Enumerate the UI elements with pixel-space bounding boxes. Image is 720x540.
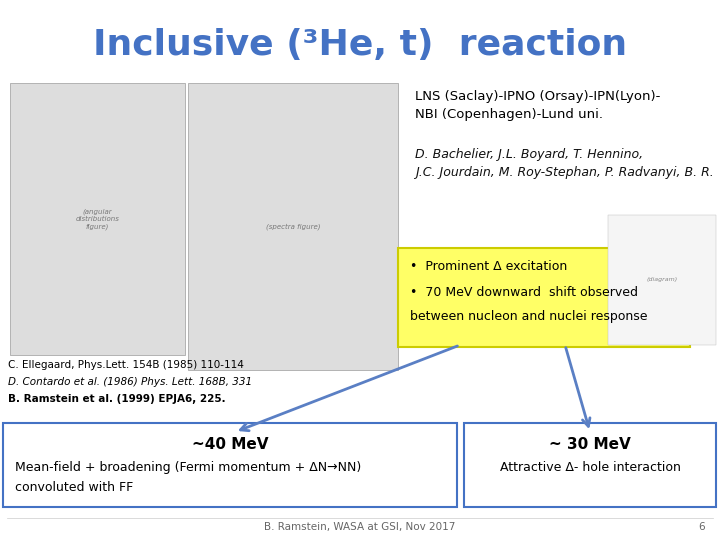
Text: (angular
distributions
figure): (angular distributions figure) bbox=[76, 208, 120, 230]
Text: Mean-field + broadening (Fermi momentum + ΔN→NN): Mean-field + broadening (Fermi momentum … bbox=[15, 461, 361, 474]
Text: •  70 MeV downward  shift observed: • 70 MeV downward shift observed bbox=[410, 286, 638, 299]
FancyBboxPatch shape bbox=[464, 423, 716, 507]
Text: (diagram): (diagram) bbox=[647, 278, 678, 282]
Text: D. Contardo et al. (1986) Phys. Lett. 168B, 331: D. Contardo et al. (1986) Phys. Lett. 16… bbox=[8, 377, 252, 387]
Text: B. Ramstein, WASA at GSI, Nov 2017: B. Ramstein, WASA at GSI, Nov 2017 bbox=[264, 522, 456, 532]
Text: ~40 MeV: ~40 MeV bbox=[192, 437, 269, 452]
FancyBboxPatch shape bbox=[188, 83, 398, 370]
Text: ~ 30 MeV: ~ 30 MeV bbox=[549, 437, 631, 452]
Text: C. Ellegaard, Phys.Lett. 154B (1985) 110-114: C. Ellegaard, Phys.Lett. 154B (1985) 110… bbox=[8, 360, 244, 370]
FancyBboxPatch shape bbox=[10, 83, 185, 355]
Text: (spectra figure): (spectra figure) bbox=[266, 223, 320, 230]
Text: convoluted with FF: convoluted with FF bbox=[15, 481, 133, 494]
Text: Inclusive (³He, t)  reaction: Inclusive (³He, t) reaction bbox=[93, 28, 627, 62]
FancyBboxPatch shape bbox=[608, 215, 716, 345]
Text: D. Bachelier, J.L. Boyard, T. Hennino,
J.C. Jourdain, M. Roy-Stephan, P. Radvany: D. Bachelier, J.L. Boyard, T. Hennino, J… bbox=[415, 148, 714, 179]
Text: LNS (Saclay)-IPNO (Orsay)-IPN(Lyon)-
NBI (Copenhagen)-Lund uni.: LNS (Saclay)-IPNO (Orsay)-IPN(Lyon)- NBI… bbox=[415, 90, 660, 121]
Text: B. Ramstein et al. (1999) EPJA6, 225.: B. Ramstein et al. (1999) EPJA6, 225. bbox=[8, 394, 225, 404]
FancyBboxPatch shape bbox=[398, 248, 690, 347]
Text: between nucleon and nuclei response: between nucleon and nuclei response bbox=[410, 310, 647, 323]
FancyBboxPatch shape bbox=[3, 423, 457, 507]
Text: •  Prominent Δ excitation: • Prominent Δ excitation bbox=[410, 260, 567, 273]
Text: Attractive Δ- hole interaction: Attractive Δ- hole interaction bbox=[500, 461, 680, 474]
Text: 6: 6 bbox=[698, 522, 705, 532]
